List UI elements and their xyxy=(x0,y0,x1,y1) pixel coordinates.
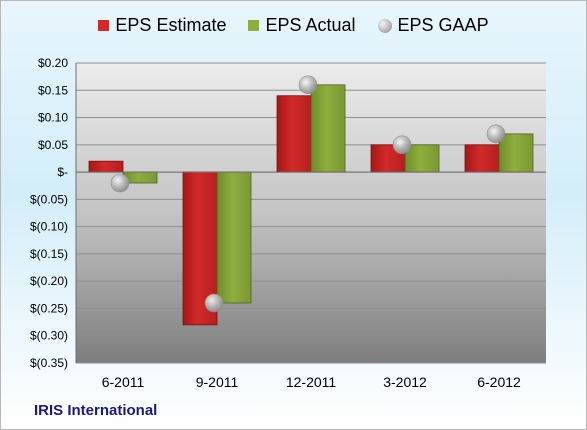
y-tick-label: $(0.20) xyxy=(30,274,68,288)
x-tick-label: 3-2012 xyxy=(383,374,427,390)
legend-item-gaap: EPS GAAP xyxy=(377,15,489,36)
legend-label-gaap: EPS GAAP xyxy=(397,15,489,35)
x-tick-label: 12-2011 xyxy=(286,374,337,390)
y-tick-label: $0.10 xyxy=(38,111,68,125)
marker-gaap xyxy=(392,135,412,155)
legend-swatch-gaap xyxy=(377,18,392,33)
y-tick-label: $- xyxy=(57,165,68,179)
marker-gaap xyxy=(204,293,224,313)
bar-estimate xyxy=(464,144,500,173)
legend-swatch-actual xyxy=(248,20,260,31)
bar-estimate xyxy=(276,95,312,173)
y-tick-label: $(0.05) xyxy=(30,192,68,206)
y-tick-label: $(0.25) xyxy=(30,301,68,315)
marker-gaap xyxy=(298,75,318,95)
y-tick-label: $0.20 xyxy=(38,56,68,70)
legend-label-estimate: EPS Estimate xyxy=(115,15,227,35)
legend: EPS Estimate EPS Actual EPS GAAP xyxy=(1,15,586,36)
y-tick-label: $(0.35) xyxy=(30,356,68,370)
legend-item-actual: EPS Actual xyxy=(248,15,356,36)
y-tick-label: $0.15 xyxy=(38,83,68,97)
y-tick-label: $0.05 xyxy=(38,138,68,152)
marker-gaap xyxy=(110,173,130,193)
bar-actual xyxy=(310,84,346,173)
y-tick-label: $(0.15) xyxy=(30,247,68,261)
legend-swatch-estimate xyxy=(98,20,110,31)
x-tick-label: 9-2011 xyxy=(196,374,239,390)
legend-item-estimate: EPS Estimate xyxy=(98,15,226,36)
y-tick-label: $(0.30) xyxy=(30,329,68,343)
legend-label-actual: EPS Actual xyxy=(265,15,356,35)
x-tick-label: 6-2012 xyxy=(477,374,521,390)
bar-estimate xyxy=(88,160,124,173)
company-name: IRIS International xyxy=(34,402,158,419)
x-tick-label: 6-2011 xyxy=(102,374,145,390)
bar-actual xyxy=(216,171,252,304)
marker-gaap xyxy=(486,124,506,144)
bar-actual xyxy=(498,133,534,173)
y-tick-label: $(0.10) xyxy=(30,220,68,234)
